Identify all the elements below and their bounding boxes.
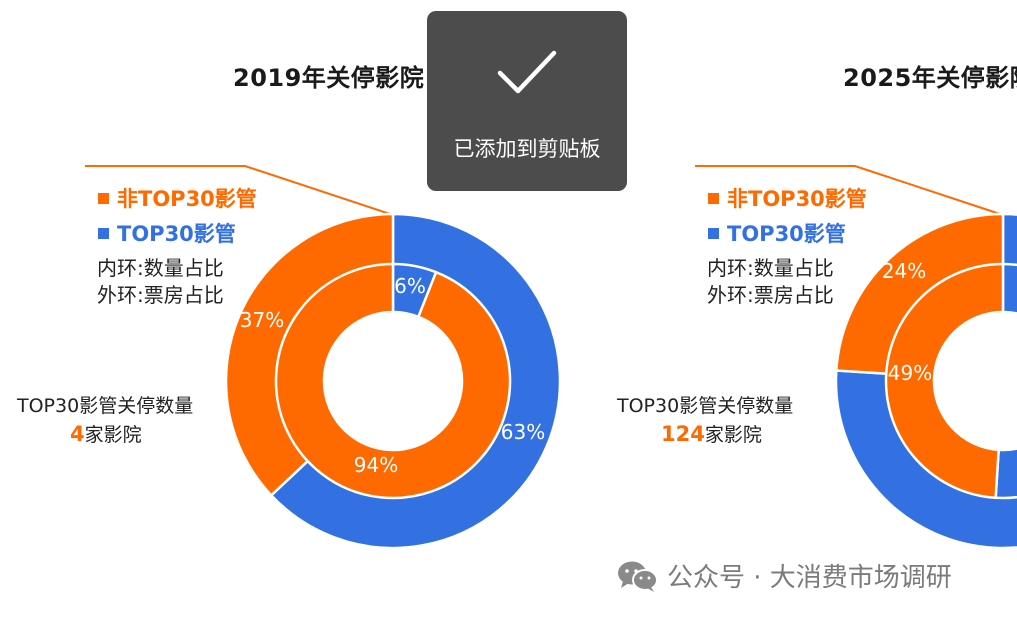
note-outer: 外环:票房占比 bbox=[97, 283, 224, 307]
chart-1-inner-slice-non-top30 bbox=[274, 262, 512, 500]
side-label-count-row: 124家影院 bbox=[617, 420, 793, 449]
legend-swatch-blue bbox=[708, 227, 719, 239]
chart-1-legend-non-top30: 非TOP30影管 bbox=[98, 183, 257, 213]
checkmark-icon bbox=[497, 50, 557, 94]
chart-2-notes: 内环:数量占比 外环:票房占比 bbox=[707, 255, 834, 309]
note-outer: 外环:票房占比 bbox=[707, 283, 834, 307]
legend-swatch-orange bbox=[98, 192, 109, 204]
chart-2-legend-top30: TOP30影管 bbox=[708, 218, 846, 248]
chart-1-outer-label: 63% bbox=[501, 420, 545, 444]
side-label-count-row: 4家影院 bbox=[17, 420, 193, 449]
chart-2-inner-label: 49% bbox=[888, 361, 932, 385]
chart-1-legend-top30: TOP30影管 bbox=[98, 218, 236, 248]
legend-label: 非TOP30影管 bbox=[727, 187, 867, 211]
chart-2-inner-slice-top30 bbox=[994, 262, 1017, 500]
wechat-icon bbox=[618, 561, 658, 592]
chart-1-outer-slice-top30 bbox=[269, 212, 562, 550]
watermark-text: 公众号 · 大消费市场调研 bbox=[667, 563, 952, 593]
chart-2-legend-non-top30: 非TOP30影管 bbox=[708, 183, 867, 213]
note-inner: 内环:数量占比 bbox=[97, 256, 224, 280]
chart-2-outer-slice-top30 bbox=[834, 212, 1017, 550]
side-label-count: 4 bbox=[70, 422, 85, 446]
chart-2-side-label: TOP30影管关停数量 124家影院 bbox=[617, 392, 793, 449]
side-label-count: 124 bbox=[661, 422, 705, 446]
chart-2-outer-slice-non-top30 bbox=[835, 212, 1005, 376]
chart-1-outer-slice-non-top30 bbox=[224, 212, 395, 498]
chart-1-inner-label: 94% bbox=[354, 453, 398, 477]
legend-label: TOP30影管 bbox=[117, 222, 236, 246]
chart-2-inner-slice-non-top30 bbox=[884, 262, 1005, 500]
legend-swatch-blue bbox=[98, 227, 109, 239]
chart-1-outer-label: 37% bbox=[240, 308, 284, 332]
note-inner: 内环:数量占比 bbox=[707, 256, 834, 280]
legend-label: TOP30影管 bbox=[727, 222, 846, 246]
chart-1-inner-slice-top30 bbox=[391, 262, 438, 319]
side-label-text: TOP30影管关停数量 bbox=[617, 395, 794, 417]
side-label-text: TOP30影管关停数量 bbox=[17, 395, 194, 417]
legend-swatch-orange bbox=[708, 192, 719, 204]
copied-toast: 已添加到剪贴板 bbox=[427, 11, 627, 191]
chart-1-inner-label: 6% bbox=[394, 274, 426, 298]
legend-label: 非TOP30影管 bbox=[117, 187, 257, 211]
chart-1-notes: 内环:数量占比 外环:票房占比 bbox=[97, 255, 224, 309]
side-label-suffix: 家影院 bbox=[704, 424, 762, 446]
watermark: 公众号 · 大消费市场调研 bbox=[617, 557, 952, 594]
toast-message: 已添加到剪贴板 bbox=[453, 137, 601, 161]
side-label-suffix: 家影院 bbox=[84, 424, 142, 446]
chart-2-title: 2025年关停影院 bbox=[843, 64, 1017, 92]
chart-1-title: 2019年关停影院 bbox=[233, 64, 425, 92]
chart-1-side-label: TOP30影管关停数量 4家影院 bbox=[17, 392, 193, 449]
chart-2-outer-label: 24% bbox=[882, 259, 926, 283]
